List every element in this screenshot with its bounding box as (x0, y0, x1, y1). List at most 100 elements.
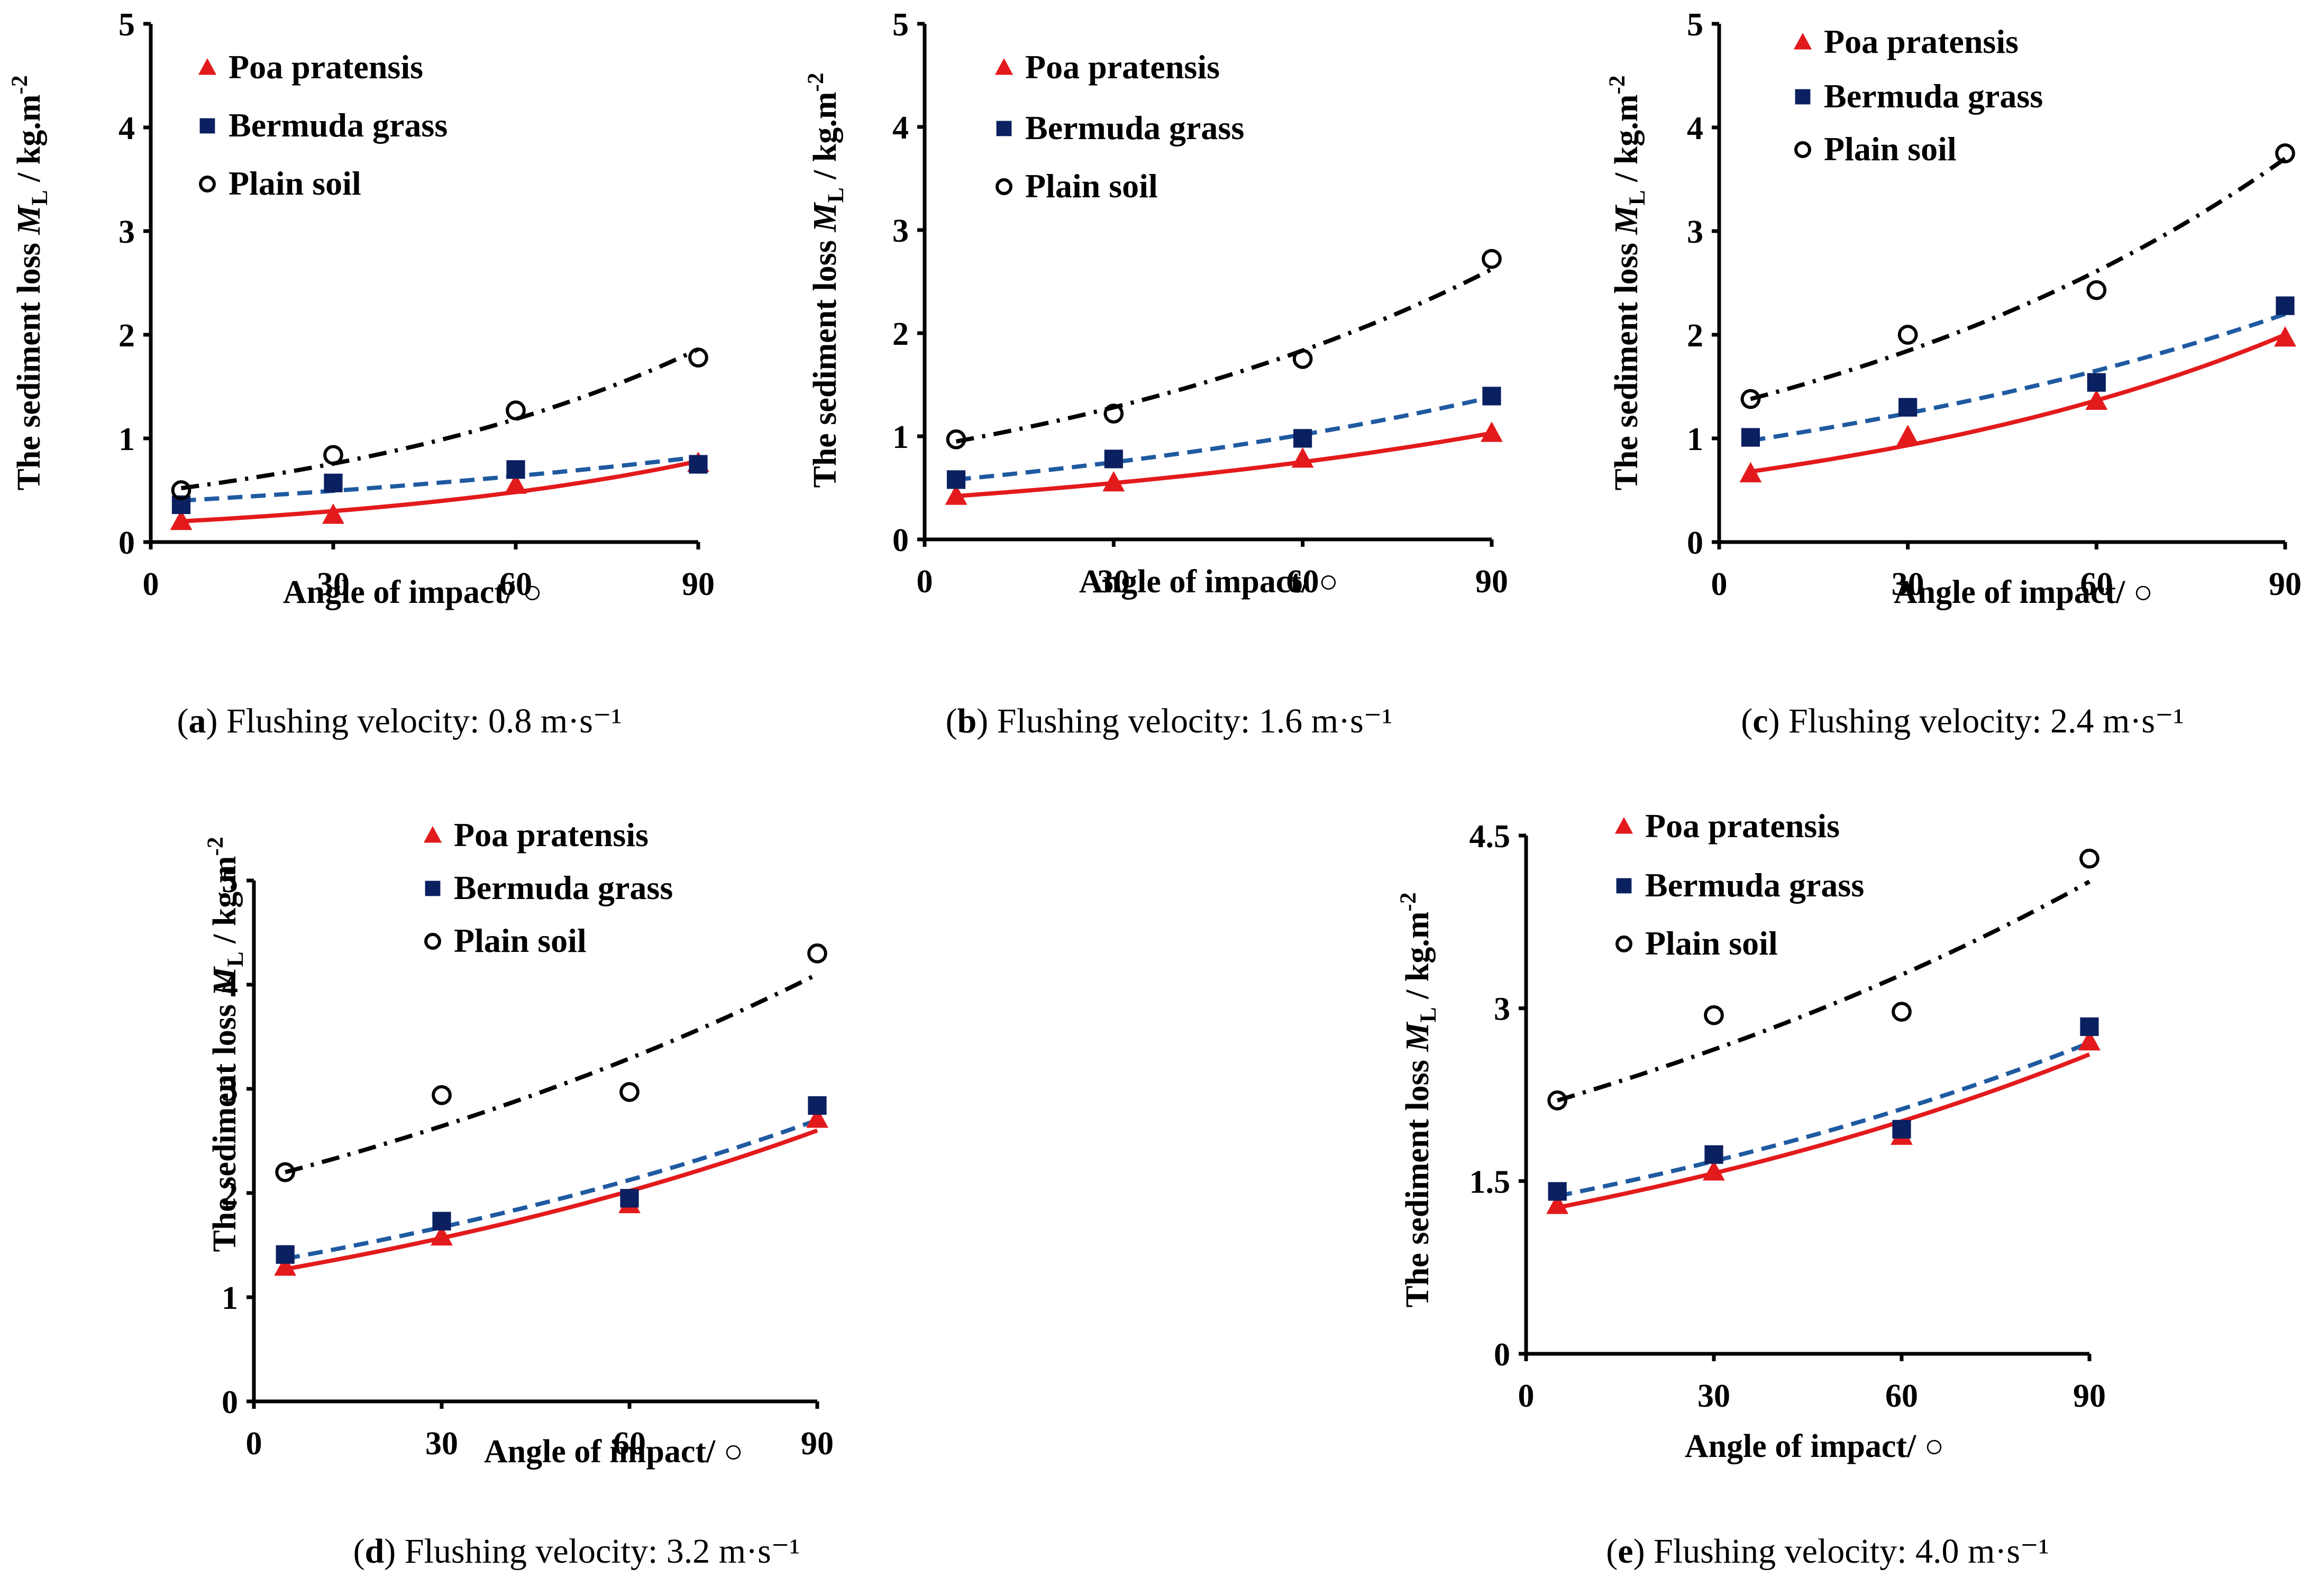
legend-label: Poa pratensis (1645, 807, 1840, 845)
bermuda-grass-fit-line (181, 455, 699, 503)
legend-label: Bermuda grass (229, 106, 448, 144)
plain-soil-point (807, 943, 827, 964)
bermuda-grass-point (1616, 878, 1632, 894)
bermuda-grass-point (506, 460, 525, 479)
x-tick-label: 0 (1711, 566, 1728, 602)
panel-caption: (e) Flushing velocity: 4.0 m·s⁻¹ (1606, 1532, 2049, 1571)
y-tick-label: 4 (892, 110, 909, 146)
bermuda-grass-point (324, 473, 343, 492)
panel-caption: (b) Flushing velocity: 1.6 m·s⁻¹ (946, 702, 1393, 740)
plain-soil-point (171, 480, 191, 500)
bermuda-grass-fit-line (956, 395, 1492, 482)
x-axis-label: Angle of impact/ ○ (1894, 574, 2153, 610)
x-tick-label: 0 (143, 566, 159, 602)
y-tick-label: 4.5 (1469, 819, 1511, 855)
panel-caption: (c) Flushing velocity: 2.4 m·s⁻¹ (1741, 702, 2184, 740)
caption-paren: ( (353, 1532, 365, 1571)
bermuda-grass-point (808, 1096, 827, 1115)
plain-soil-point (996, 178, 1012, 195)
x-axis-label: Angle of impact/ ○ (484, 1434, 743, 1470)
plain-soil-point (1615, 935, 1632, 952)
y-label-symbol: M (1400, 1022, 1436, 1052)
plain-soil-point (946, 429, 966, 450)
y-tick-label: 0 (1687, 525, 1703, 561)
x-tick-label: 30 (317, 566, 350, 602)
x-tick-label: 0 (1518, 1378, 1535, 1414)
y-tick-label: 1 (222, 1280, 238, 1316)
legend-label: Bermuda grass (454, 869, 673, 906)
y-tick-label: 4 (222, 968, 238, 1004)
y-tick-label: 1 (1687, 421, 1703, 457)
y-axis-label: The sediment loss ML / kg.m-2 (203, 837, 248, 1252)
panel-caption: (a) Flushing velocity: 0.8 m·s⁻¹ (177, 702, 622, 740)
y-axis-label: The sediment loss ML / kg.m-2 (1604, 75, 1650, 490)
caption-paren: ( (946, 702, 957, 740)
bermuda-grass-point (1104, 450, 1123, 469)
poa-pratensis-point (994, 58, 1014, 75)
panel-a: 0 1 2 3 4 5 0 30 60 90 Angle of impact/ ○ The sedim… (7, 7, 715, 740)
poa-pratensis-point (322, 503, 344, 524)
legend-label: Plain soil (1645, 924, 1778, 962)
bermuda-grass-point (199, 118, 215, 134)
bermuda-grass-point (689, 455, 708, 474)
x-tick-label: 60 (499, 566, 532, 602)
y-axis-label: The sediment loss ML / kg.m-2 (1395, 892, 1441, 1307)
bermuda-grass-point (425, 880, 441, 896)
bermuda-grass-fit-line (1750, 312, 2286, 443)
y-tick-label: 5 (118, 7, 135, 43)
y-tick-label: 0 (118, 525, 135, 561)
poa-pratensis-point (1291, 447, 1314, 468)
x-tick-label: 90 (1475, 564, 1508, 600)
y-tick-label: 4 (118, 111, 135, 146)
y-label-superscript: -2 (1604, 75, 1630, 94)
y-tick-label: 2 (118, 318, 135, 354)
plain-soil-point (1292, 348, 1313, 369)
plain-soil-point (1547, 1090, 1568, 1111)
poa-pratensis-point (806, 1107, 828, 1128)
poa-pratensis-point (198, 58, 217, 75)
poa-pratensis-fit-line (1750, 333, 2286, 474)
y-label-text: The sediment loss (207, 996, 243, 1252)
y-tick-label: 5 (222, 864, 238, 900)
y-tick-label: 3 (892, 213, 909, 249)
poa-pratensis-point (1102, 471, 1125, 492)
plain-soil-point (432, 1085, 452, 1105)
x-tick-label: 90 (801, 1426, 834, 1462)
plain-soil-point (275, 1162, 296, 1182)
plain-soil-fit-line (285, 972, 818, 1175)
y-label-unit: / kg.m (11, 95, 47, 190)
plain-soil-point (1704, 1005, 1724, 1025)
y-label-superscript: -2 (203, 837, 228, 856)
caption-panel-letter: b (957, 702, 977, 740)
poa-pratensis-point (1614, 817, 1633, 834)
plain-soil-point (1897, 325, 1918, 345)
y-label-symbol: M (207, 966, 243, 997)
y-label-symbol: M (807, 202, 843, 233)
caption-text: ) Flushing velocity: 3.2 m·s⁻¹ (384, 1532, 800, 1571)
y-label-subscript: L (223, 951, 248, 967)
caption-panel-letter: e (1618, 1532, 1633, 1571)
plain-soil-point (2079, 848, 2099, 869)
y-label-superscript: -2 (7, 75, 32, 94)
x-tick-label: 90 (2073, 1378, 2106, 1414)
poa-pratensis-point (505, 473, 527, 494)
y-label-superscript: -2 (803, 72, 828, 91)
y-tick-label: 2 (222, 1176, 238, 1212)
legend-label: Poa pratensis (1025, 48, 1220, 86)
y-tick-label: 5 (1687, 7, 1703, 43)
poa-pratensis-point (1546, 1194, 1569, 1214)
legend-label: Plain soil (229, 164, 361, 202)
legend-label: Poa pratensis (454, 816, 649, 854)
plain-soil-point (1892, 1002, 1912, 1022)
plain-soil-fit-line (180, 347, 699, 491)
y-label-superscript: -2 (1395, 892, 1421, 911)
y-label-subscript: L (823, 187, 848, 203)
y-label-text: The sediment loss (1400, 1052, 1436, 1308)
bermuda-grass-point (1704, 1145, 1723, 1164)
legend-label: Plain soil (454, 922, 587, 959)
y-tick-label: 0 (222, 1384, 238, 1420)
poa-pratensis-point (1481, 421, 1503, 442)
x-tick-label: 30 (1697, 1378, 1730, 1414)
y-tick-label: 1.5 (1469, 1164, 1511, 1200)
bermuda-grass-point (1898, 398, 1918, 417)
